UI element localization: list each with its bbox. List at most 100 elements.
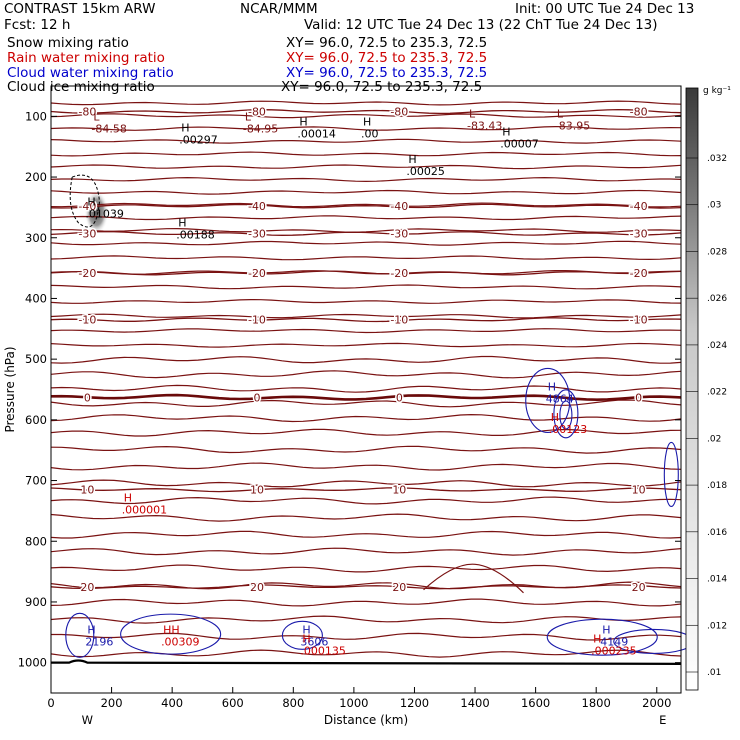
isotherm-line (50, 270, 681, 275)
colorbar-label: .01 (707, 668, 721, 678)
isotherm-label: -20 (248, 267, 266, 280)
extremum-marker: L (557, 107, 564, 120)
extremum-value: .000235 (591, 644, 637, 657)
isotherm-line (50, 202, 682, 208)
colorbar-label: .022 (707, 388, 727, 398)
y-tick-label: 400 (25, 291, 47, 305)
isotherm-label: -40 (390, 200, 408, 213)
extremum-marker: H (302, 623, 310, 636)
isotherm-label: -80 (390, 105, 408, 118)
isotherm-line (50, 100, 682, 106)
y-tick-label: 800 (25, 534, 47, 548)
x-tick-label: 200 (101, 696, 123, 710)
extremum-marker: H (299, 115, 307, 128)
cloud-water-contour (525, 367, 571, 433)
isotherm-label: -40 (630, 200, 648, 213)
extremum-value: .00309 (161, 635, 200, 648)
isotherm-line (50, 113, 682, 119)
colorbar (685, 87, 699, 691)
isotherm-label: -30 (390, 228, 408, 241)
isotherm-label: -80 (248, 105, 266, 118)
isotherm-line (50, 530, 682, 539)
cloud-water-contour (120, 613, 222, 655)
cloud-ice-shading (84, 190, 109, 235)
colorbar-label: .016 (707, 528, 727, 538)
y-tick-label: 600 (25, 413, 47, 427)
extremum-value: .00188 (176, 229, 215, 242)
isotherm-label: 10 (632, 484, 646, 497)
extremum-value: .00297 (179, 133, 218, 146)
extremum-value: 3606 (300, 635, 328, 648)
forecast-hour: Fcst: 12 h (4, 17, 71, 33)
isotherm-labeled (50, 584, 682, 590)
isotherm-labeled (50, 230, 682, 236)
isotherm-line (50, 399, 682, 408)
extremum-value: .000001 (122, 504, 168, 517)
isotherm-labeled (50, 270, 682, 276)
cloud-water-contour (65, 612, 95, 658)
y-tick-label: 100 (25, 109, 47, 123)
colorbar-label: .028 (707, 247, 727, 257)
isotherm-label: 0 (253, 391, 260, 404)
isotherm-line (50, 176, 682, 183)
isotherm-label: -30 (248, 228, 266, 241)
extremum-marker: H (551, 411, 559, 424)
isotherm-label: -80 (630, 105, 648, 118)
extremum-value: .00123 (549, 423, 588, 436)
extremum-marker: H (408, 153, 416, 166)
isotherm-label: -20 (390, 267, 408, 280)
extremum-marker: H (87, 623, 95, 636)
y-axis-label: Pressure (hPa) (3, 346, 17, 432)
isotherm-label: -10 (390, 314, 408, 327)
cloud-water-contour (553, 389, 579, 439)
extremum-marker: H (87, 195, 95, 208)
isotherm-labeled (50, 487, 682, 493)
isotherm-label: -30 (78, 228, 96, 241)
extremum-marker: HH (163, 623, 180, 636)
extremum-value: 4149 (600, 635, 628, 648)
isotherm-label: 10 (392, 484, 406, 497)
extremum-marker: L (245, 110, 252, 123)
colorbar-label: .024 (707, 341, 727, 351)
isotherm-label: 20 (250, 581, 264, 594)
isotherm-label: 10 (80, 484, 94, 497)
isotherm-line (50, 496, 682, 505)
isotherm-line (50, 547, 682, 556)
colorbar-label: .026 (707, 294, 727, 304)
isotherm-line (50, 598, 682, 607)
terrain-line (51, 659, 682, 665)
extremum-value: .01039 (85, 207, 124, 220)
cloud-water-contour (559, 400, 573, 430)
colorbar-label: .014 (707, 575, 727, 585)
model-title: CONTRAST 15km ARW (4, 1, 156, 17)
isotherm-label: 0 (84, 391, 91, 404)
isotherm-line (50, 125, 682, 131)
y-tick-label: 500 (25, 352, 47, 366)
isotherm-label: -30 (630, 228, 648, 241)
extremum-marker: L (469, 107, 476, 120)
isotherm-line (50, 615, 682, 624)
isotherm-line (50, 479, 682, 488)
field-cloudwater-label: Cloud water mixing ratio (7, 65, 174, 81)
x-tick-label: 2000 (642, 696, 671, 710)
extremum-value: -84.58 (91, 122, 126, 135)
colorbar-label: .012 (707, 621, 727, 631)
isotherm-labeled (50, 203, 682, 209)
extremum-value: -83.43 (467, 119, 502, 132)
extremum-value: .00007 (500, 138, 539, 151)
isotherm-line (50, 189, 682, 195)
field-cloudwater-xy: XY= 96.0, 72.5 to 235.3, 72.5 (286, 65, 488, 81)
isotherm-label: 0 (396, 391, 403, 404)
cloud-ice-contour (69, 174, 100, 228)
extremum-value: -84.95 (243, 122, 278, 135)
extremum-marker: H (124, 492, 132, 505)
isotherm-line (50, 284, 682, 290)
x-tick-label: 1200 (400, 696, 429, 710)
x-tick-label: 1000 (339, 696, 368, 710)
x-end-label-east: E (659, 713, 666, 727)
isotherm-label: -80 (78, 105, 96, 118)
colorbar-label: .03 (707, 201, 721, 211)
extremum-marker: H (181, 121, 189, 134)
isotherm-label: -10 (630, 314, 648, 327)
